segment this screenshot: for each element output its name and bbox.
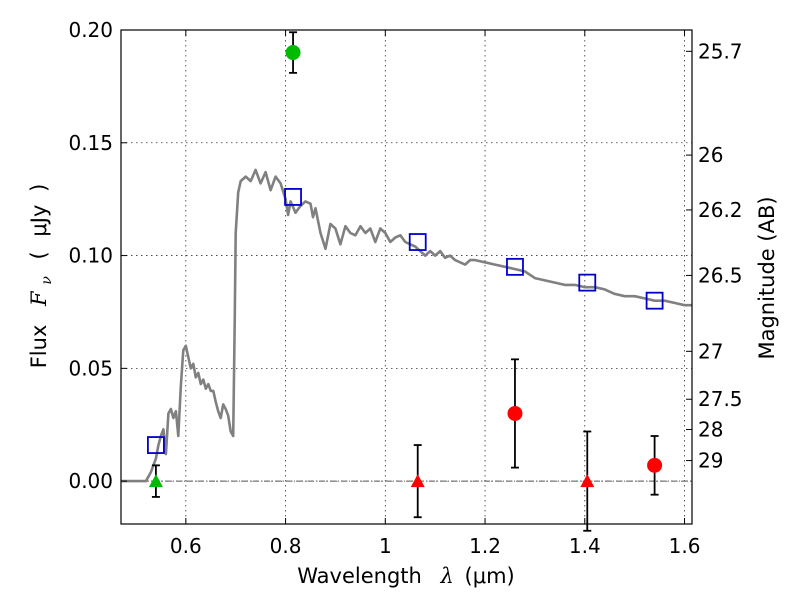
tick-labels: 0.6 0.8 1 1.2 1.4 1.6 0.00 0.05 0.10 0.15 0.20 25.7… bbox=[68, 18, 742, 558]
grid bbox=[121, 29, 692, 524]
x-label-unit: (μm) bbox=[465, 564, 515, 588]
sed-model-curve bbox=[121, 168, 692, 483]
upper-limit-triangle bbox=[410, 474, 425, 488]
model-photometry-square bbox=[645, 291, 664, 310]
y-tick-label: 0.05 bbox=[68, 356, 113, 380]
markers bbox=[147, 45, 664, 488]
x-tick-label: 0.6 bbox=[170, 534, 202, 558]
y2-tick-label: 28 bbox=[698, 417, 723, 441]
ticks bbox=[121, 29, 692, 524]
x-tick-label: 1.4 bbox=[569, 534, 601, 558]
y-label-unit: μJy bbox=[27, 205, 51, 237]
y2-tick-label: 29 bbox=[698, 449, 723, 473]
upper-limit-triangle bbox=[580, 474, 595, 488]
y-tick-label: 0.15 bbox=[68, 131, 113, 155]
x-label-word: Wavelength bbox=[297, 564, 422, 588]
y2-tick-label: 25.7 bbox=[698, 39, 743, 63]
y-label-open: ( bbox=[27, 251, 51, 259]
y2-tick-label: 27.5 bbox=[698, 387, 743, 411]
y-label-word: Flux bbox=[27, 325, 51, 369]
x-tick-label: 1 bbox=[379, 534, 392, 558]
x-label-symbol: λ bbox=[440, 564, 454, 588]
x-tick-label: 1.2 bbox=[469, 534, 501, 558]
y-tick-label: 0.10 bbox=[68, 244, 113, 268]
y-tick-label: 0.20 bbox=[68, 18, 113, 42]
y-label-symbol: F bbox=[27, 290, 51, 307]
sed-curve-layer bbox=[121, 168, 692, 483]
error-bars bbox=[151, 31, 659, 532]
y2-tick-label: 26.5 bbox=[698, 263, 743, 287]
y-axis-label: Flux F ν ( μJy ) bbox=[27, 184, 56, 369]
y-tick-label: 0.00 bbox=[68, 469, 113, 493]
x-tick-label: 1.6 bbox=[669, 534, 701, 558]
model-photometry-square bbox=[147, 436, 165, 454]
model-photometry-square bbox=[506, 257, 524, 276]
y2-axis-label: Magnitude (AB) bbox=[755, 196, 779, 359]
upper-limit-triangle bbox=[148, 474, 163, 488]
y-label-close: ) bbox=[27, 184, 51, 192]
model-photometry-square bbox=[578, 273, 597, 292]
detection-point bbox=[647, 457, 663, 473]
detection-point bbox=[507, 405, 523, 421]
detection-point bbox=[285, 45, 301, 61]
x-axis-label: Wavelength λ (μm) bbox=[297, 564, 514, 588]
plot-frame bbox=[120, 29, 693, 525]
y-label-subscript: ν bbox=[39, 276, 55, 285]
y2-tick-label: 26 bbox=[698, 143, 723, 167]
model-photometry-square bbox=[408, 233, 427, 251]
y2-tick-label: 27 bbox=[698, 339, 723, 363]
y2-tick-label: 26.2 bbox=[698, 198, 743, 222]
model-photometry-square bbox=[284, 188, 302, 206]
x-tick-label: 0.8 bbox=[270, 534, 302, 558]
